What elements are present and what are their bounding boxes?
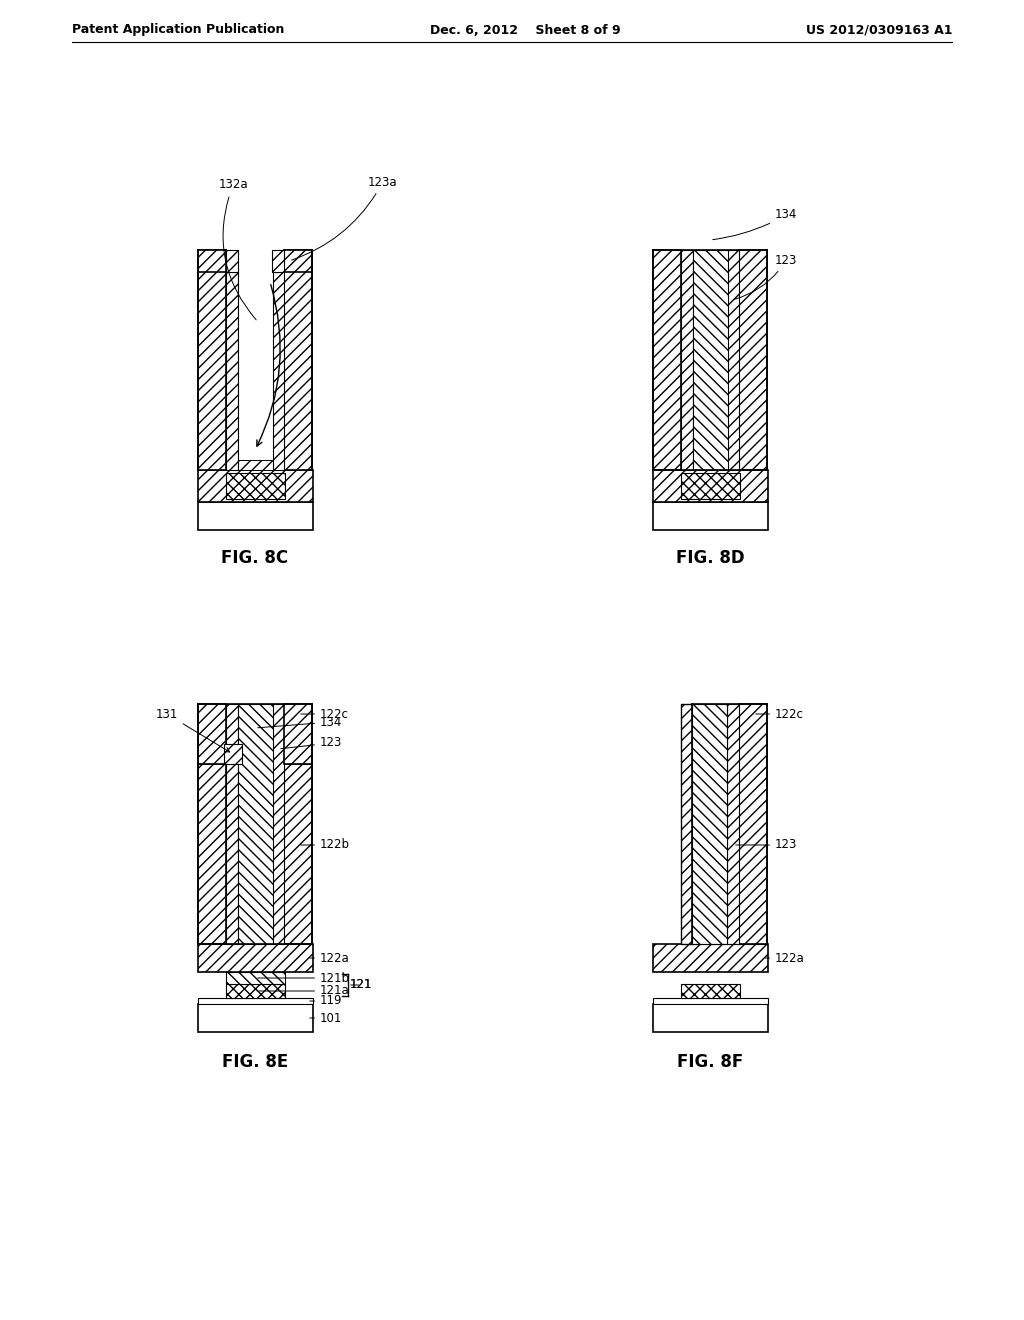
Bar xyxy=(198,764,226,944)
Text: US 2012/0309163 A1: US 2012/0309163 A1 xyxy=(806,24,952,37)
Bar xyxy=(284,249,312,272)
Text: 132a: 132a xyxy=(218,178,256,319)
Bar xyxy=(653,998,768,1005)
Bar xyxy=(739,249,767,470)
Text: FIG. 8D: FIG. 8D xyxy=(676,549,744,568)
Bar xyxy=(238,704,273,944)
Text: 134: 134 xyxy=(258,715,342,729)
Text: 123: 123 xyxy=(734,253,798,300)
Text: 123: 123 xyxy=(736,838,798,851)
Bar xyxy=(653,249,681,470)
Text: FIG. 8C: FIG. 8C xyxy=(221,549,289,568)
Text: 122c: 122c xyxy=(756,708,804,721)
Text: 121a: 121a xyxy=(258,985,350,998)
Bar xyxy=(727,249,739,470)
Bar xyxy=(198,249,226,272)
Bar xyxy=(238,272,273,470)
Bar xyxy=(198,944,313,972)
Bar xyxy=(198,249,226,470)
Text: 119: 119 xyxy=(310,994,342,1007)
Text: FIG. 8E: FIG. 8E xyxy=(222,1053,288,1071)
Bar xyxy=(226,473,285,499)
Bar xyxy=(238,459,273,470)
Text: 131: 131 xyxy=(156,708,229,752)
Text: Patent Application Publication: Patent Application Publication xyxy=(72,24,285,37)
Bar xyxy=(653,502,768,531)
Bar xyxy=(198,470,313,502)
Text: 123a: 123a xyxy=(292,176,397,260)
Bar xyxy=(198,998,313,1005)
Bar xyxy=(284,249,312,470)
Bar xyxy=(226,249,238,272)
Bar xyxy=(653,1005,768,1032)
Bar xyxy=(198,502,313,531)
Text: 121: 121 xyxy=(350,978,373,991)
Bar xyxy=(226,272,238,470)
Text: FIG. 8F: FIG. 8F xyxy=(677,1053,743,1071)
Bar xyxy=(198,1005,313,1032)
Text: 122c: 122c xyxy=(301,708,349,721)
Bar xyxy=(681,704,693,944)
Text: Dec. 6, 2012    Sheet 8 of 9: Dec. 6, 2012 Sheet 8 of 9 xyxy=(430,24,621,37)
Bar xyxy=(681,249,693,470)
Bar xyxy=(272,272,284,470)
Bar xyxy=(284,704,312,764)
Text: 121: 121 xyxy=(350,978,373,991)
Text: 122b: 122b xyxy=(301,838,350,851)
Bar xyxy=(681,983,740,998)
Bar xyxy=(272,249,284,272)
Bar xyxy=(653,944,768,972)
Bar xyxy=(727,704,739,944)
Bar xyxy=(198,704,226,764)
Text: 134: 134 xyxy=(713,209,798,240)
Bar xyxy=(739,704,767,944)
Bar xyxy=(692,704,727,944)
Text: 123: 123 xyxy=(281,737,342,750)
Bar xyxy=(272,704,284,944)
Bar xyxy=(224,744,242,764)
Bar xyxy=(653,470,768,502)
Bar xyxy=(681,473,740,499)
Text: 122a: 122a xyxy=(765,952,805,965)
Bar xyxy=(226,972,285,983)
Text: 101: 101 xyxy=(310,1011,342,1024)
Text: 121b: 121b xyxy=(258,972,350,985)
Text: 122a: 122a xyxy=(310,952,350,965)
Bar xyxy=(226,704,238,944)
Bar xyxy=(284,764,312,944)
Bar xyxy=(226,983,285,998)
Bar xyxy=(693,249,728,470)
